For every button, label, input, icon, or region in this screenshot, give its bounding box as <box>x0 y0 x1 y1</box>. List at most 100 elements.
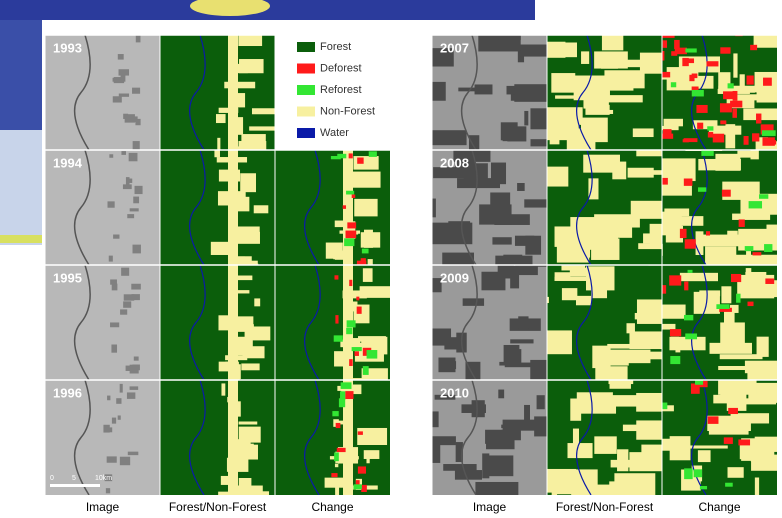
patch <box>670 329 681 336</box>
patch <box>426 84 444 95</box>
patch <box>113 96 122 102</box>
patch <box>455 470 482 480</box>
patch <box>336 423 341 428</box>
patch <box>755 437 782 452</box>
patch <box>231 373 240 380</box>
patch <box>121 73 126 81</box>
patch <box>545 124 576 140</box>
patch <box>356 297 359 301</box>
patch <box>567 443 592 458</box>
patch <box>107 396 110 401</box>
patch <box>581 51 589 64</box>
patch <box>547 330 572 354</box>
forest-panel <box>541 379 677 503</box>
scale-label: 0 <box>50 475 54 482</box>
patch <box>349 280 352 286</box>
patch <box>561 266 585 271</box>
patch <box>254 205 269 213</box>
forest-bg <box>160 265 275 380</box>
patch <box>551 73 575 93</box>
patch <box>762 137 774 145</box>
patch <box>332 249 339 254</box>
patch <box>106 488 110 493</box>
patch <box>239 421 258 424</box>
patch <box>353 484 361 489</box>
patch <box>352 172 380 188</box>
change-panel <box>654 27 782 158</box>
patch <box>343 205 346 209</box>
patch <box>745 246 754 251</box>
patch <box>617 449 628 471</box>
patch <box>124 294 135 300</box>
patch <box>241 363 259 370</box>
patch <box>237 117 243 135</box>
patch <box>607 344 643 349</box>
legend-label: Forest <box>320 41 351 53</box>
patch <box>120 309 127 314</box>
patch <box>237 401 241 416</box>
patch <box>132 245 140 254</box>
slide-decoration <box>0 235 42 243</box>
patch <box>334 351 348 366</box>
year-label: 1996 <box>53 385 82 400</box>
patch <box>733 91 738 101</box>
patch <box>475 482 518 495</box>
patch <box>131 284 141 290</box>
patch <box>742 398 776 404</box>
year-label: 1994 <box>53 155 83 170</box>
patch <box>762 130 776 136</box>
column-label: Forest/Non-Forest <box>556 500 654 514</box>
patch <box>705 246 736 266</box>
forest-panel <box>546 142 675 265</box>
patch <box>423 462 431 473</box>
patch <box>339 398 345 407</box>
patch <box>133 141 140 150</box>
patch <box>633 128 654 137</box>
patch <box>753 252 762 255</box>
patch <box>504 345 520 365</box>
patch <box>217 157 247 162</box>
patch <box>128 452 139 456</box>
patch <box>354 199 377 217</box>
patch <box>696 231 704 255</box>
patch <box>112 418 116 424</box>
patch <box>499 362 510 366</box>
patch <box>738 229 782 251</box>
patch <box>623 425 644 431</box>
legend-label: Deforest <box>320 62 362 74</box>
patch <box>699 290 720 296</box>
patch <box>721 286 731 303</box>
change-panel <box>654 265 782 393</box>
patch <box>732 109 737 118</box>
year-label: 2009 <box>440 270 469 285</box>
legend-swatch <box>297 85 315 95</box>
patch <box>335 464 338 468</box>
patch <box>720 47 730 53</box>
patch <box>363 268 373 282</box>
legend-swatch <box>297 64 315 74</box>
patch <box>670 356 680 364</box>
patch <box>135 119 140 125</box>
patch <box>685 333 697 339</box>
patch <box>692 90 704 97</box>
patch <box>498 390 504 399</box>
patch <box>134 357 139 361</box>
patch <box>335 221 345 228</box>
patch <box>427 411 438 427</box>
patch <box>644 201 651 214</box>
patch <box>357 428 387 445</box>
patch <box>510 266 519 289</box>
forest-panel <box>538 27 674 152</box>
patch <box>108 201 115 207</box>
patch <box>110 322 119 327</box>
patch <box>361 485 367 492</box>
patch <box>491 163 506 185</box>
legend-swatch <box>297 107 315 117</box>
legend-label: Non-Forest <box>320 105 375 117</box>
panels <box>45 27 782 506</box>
change-panel <box>275 380 390 502</box>
year-label: 2010 <box>440 385 469 400</box>
patch <box>696 105 707 113</box>
patch <box>756 114 761 124</box>
patch <box>695 380 703 384</box>
